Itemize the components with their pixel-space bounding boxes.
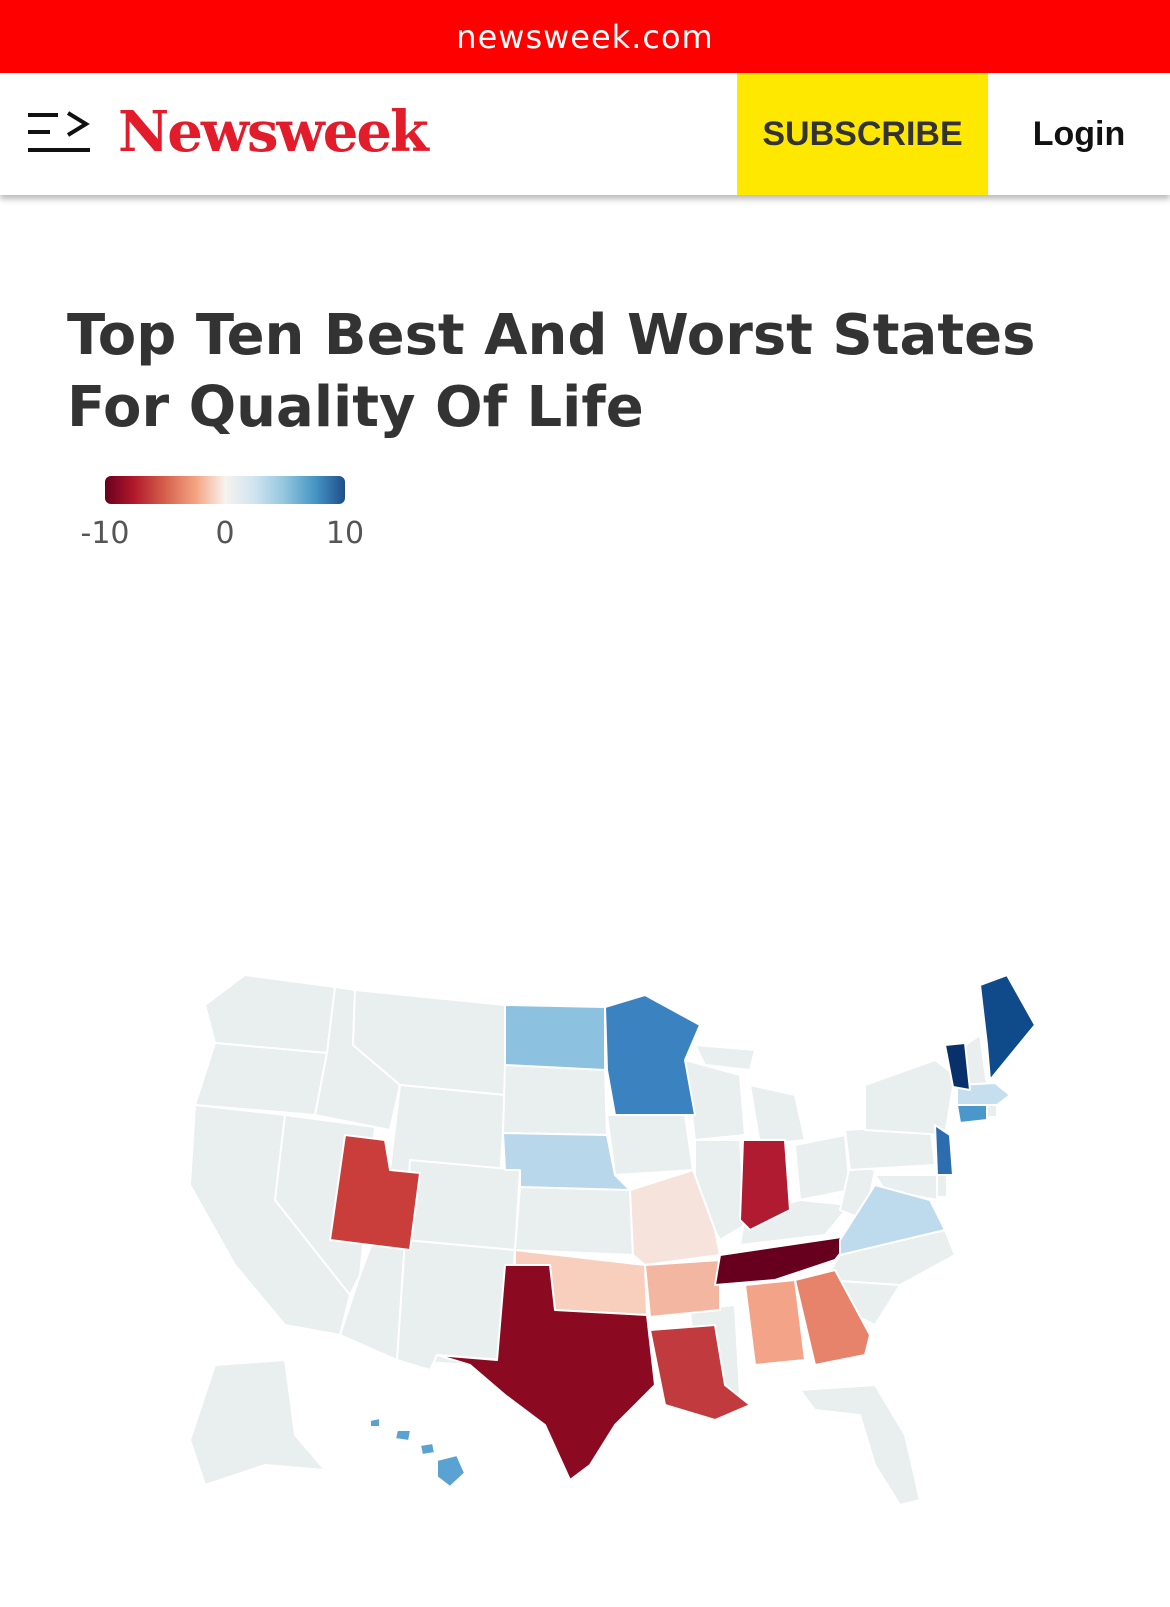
state-utah — [329, 1134, 421, 1251]
state-connecticut — [956, 1104, 988, 1124]
state-iowa — [606, 1114, 694, 1176]
legend-gradient-bar — [105, 476, 345, 504]
state-nebraska — [502, 1132, 631, 1191]
state-colorado — [404, 1159, 521, 1251]
state-georgia — [794, 1269, 871, 1366]
state-south-dakota — [502, 1064, 608, 1136]
state-michigan — [694, 1044, 806, 1146]
state-maryland — [874, 1174, 938, 1201]
state-north-dakota — [504, 1004, 606, 1071]
state-maine — [979, 974, 1036, 1081]
menu-arrow-icon[interactable] — [28, 111, 92, 155]
state-texas — [436, 1264, 656, 1481]
browser-url-bar[interactable]: newsweek.com — [0, 0, 1170, 73]
state-louisiana — [649, 1324, 751, 1421]
state-florida — [799, 1384, 921, 1506]
login-button[interactable]: Login — [988, 73, 1170, 195]
state-rhode-island — [986, 1104, 998, 1118]
state-new-york — [864, 1059, 956, 1136]
state-vermont — [944, 1042, 971, 1091]
state-oregon — [194, 1042, 328, 1116]
state-minnesota — [604, 994, 701, 1116]
state-delaware — [936, 1174, 948, 1198]
state-hawaii — [369, 1417, 466, 1488]
legend-tick-max: 10 — [325, 516, 365, 551]
subscribe-button[interactable]: SUBSCRIBE — [737, 73, 988, 195]
state-ohio — [794, 1134, 851, 1201]
state-kansas — [514, 1186, 634, 1256]
state-alaska — [189, 1359, 326, 1486]
neutral-states — [189, 974, 998, 1506]
state-alabama — [744, 1279, 806, 1366]
state-tennessee — [714, 1234, 856, 1286]
state-wisconsin — [684, 1059, 746, 1141]
legend-tick-mid: 0 — [215, 516, 235, 551]
newsweek-logo[interactable]: Newsweek — [118, 99, 429, 165]
state-washington — [204, 974, 336, 1054]
us-choropleth-map — [175, 965, 1065, 1525]
state-new-jersey — [934, 1124, 954, 1176]
state-indiana — [739, 1139, 791, 1231]
url-text: newsweek.com — [456, 17, 714, 56]
state-arkansas — [644, 1259, 721, 1318]
color-scale-legend: -10 0 10 — [70, 468, 390, 551]
state-virginia — [839, 1184, 946, 1256]
article-title: Top Ten Best And Worst States For Qualit… — [67, 303, 1036, 440]
legend-tick-min: -10 — [80, 516, 130, 551]
site-header: Newsweek SUBSCRIBE Login — [0, 73, 1170, 195]
